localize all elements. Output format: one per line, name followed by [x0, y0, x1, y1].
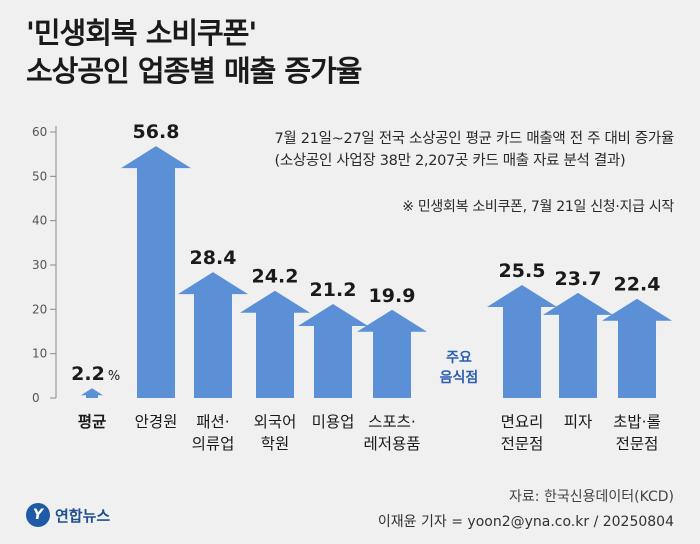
y-tick-label: 50 [32, 169, 47, 183]
bar-arrow [240, 290, 310, 398]
category-label: 평균 [78, 413, 107, 431]
value-label: 23.7 [555, 268, 602, 290]
y-tick-label: 40 [32, 214, 47, 228]
value-label: 24.2 [252, 266, 299, 288]
value-label: 2.2 [71, 363, 105, 385]
logo-mark-icon: Y [26, 503, 50, 527]
bar-arrow [121, 146, 191, 398]
category-label: 면요리 [501, 413, 544, 431]
bar-arrow [81, 388, 103, 398]
value-label: 25.5 [499, 260, 546, 282]
y-tick-label: 30 [32, 258, 47, 272]
category-label: 미용업 [312, 413, 355, 431]
value-label: 22.4 [614, 274, 661, 296]
value-label: 56.8 [133, 121, 180, 143]
category-label: 스포츠· [368, 413, 416, 431]
category-label: 레저용품 [363, 435, 420, 453]
subtitle-line-2: (소상공인 사업장 38만 2,207곳 카드 매출 자료 분석 결과) [274, 153, 626, 169]
value-label: 19.9 [369, 285, 416, 307]
bar-arrow [602, 298, 672, 398]
bar-arrow [178, 272, 248, 398]
y-tick-label: 60 [32, 125, 47, 139]
subtitle-line-1: 7월 21일~27일 전국 소상공인 평균 카드 매출액 전 주 대비 증가율 [274, 131, 675, 147]
chart-note: ※ 민생회복 소비쿠폰, 7월 21일 신청·지급 시작 [402, 199, 674, 215]
y-tick-label: 20 [32, 302, 47, 316]
bar-arrow [543, 292, 613, 398]
credit-text: 이재윤 기자 = yoon2@yna.co.kr / 20250804 [377, 514, 674, 530]
category-label: 전문점 [616, 435, 659, 453]
group-label: 음식점 [440, 369, 479, 386]
category-label: 안경원 [135, 413, 178, 431]
value-label: 21.2 [310, 279, 357, 301]
category-label: 초밥·롤 [613, 413, 661, 431]
category-label: 외국어 [254, 413, 297, 431]
group-label: 주요 [446, 350, 472, 366]
title-line-2: 소상공인 업종별 매출 증가율 [26, 54, 362, 88]
chart-subtitle: 7월 21일~27일 전국 소상공인 평균 카드 매출액 전 주 대비 증가율 … [275, 128, 675, 172]
logo-text: 연합뉴스 [55, 506, 111, 525]
chart-title: '민생회복 소비쿠폰' 소상공인 업종별 매출 증가율 [26, 14, 362, 90]
source-text: 자료: 한국신용데이터(KCD) [509, 489, 674, 505]
category-label: 피자 [564, 413, 593, 431]
y-tick-label: 10 [32, 347, 47, 361]
category-label: 전문점 [501, 435, 544, 453]
news-logo: Y 연합뉴스 [26, 503, 110, 527]
category-label: 학원 [261, 435, 290, 453]
title-line-1: '민생회복 소비쿠폰' [26, 16, 257, 50]
bar-arrow [298, 304, 368, 398]
category-label: 의류업 [192, 435, 235, 453]
y-tick-label: 0 [32, 391, 40, 405]
category-label: 패션· [196, 413, 229, 431]
value-label: 28.4 [190, 247, 237, 269]
bar-arrow [487, 284, 557, 398]
value-unit: % [108, 369, 120, 384]
bar-arrow [357, 309, 427, 398]
